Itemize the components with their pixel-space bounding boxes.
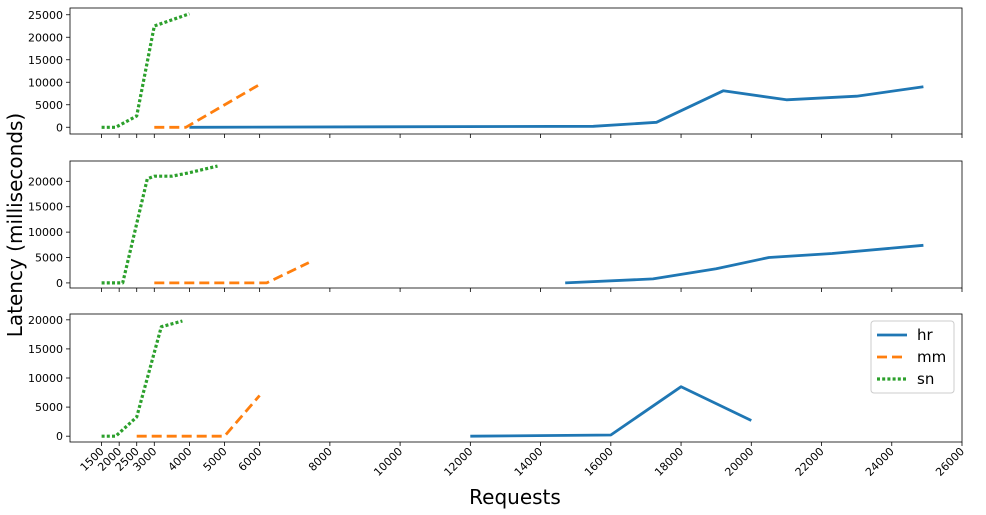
x-tick-label: 5000 [201, 445, 230, 474]
y-tick-label: 5000 [35, 99, 63, 112]
legend: hr mm sn [870, 320, 955, 394]
x-tick-label: 6000 [236, 445, 265, 474]
series-line-sn [101, 319, 183, 438]
x-axis-title: Requests [469, 485, 561, 509]
legend-label-hr: hr [917, 326, 934, 344]
y-tick-label: 10000 [28, 226, 63, 239]
x-tick-label: 8000 [306, 445, 335, 474]
series-line-mm [154, 261, 310, 285]
panel-frame [69, 7, 963, 135]
y-tick-label: 15000 [28, 201, 63, 214]
y-tick-label: 15000 [28, 343, 63, 356]
series-line-hr [565, 243, 924, 285]
x-tick-label: 24000 [863, 445, 897, 479]
y-tick-label: 5000 [35, 252, 63, 265]
y-axis-title: Latency (milliseconds) [3, 113, 27, 337]
panel-frame [69, 160, 963, 289]
y-tick-label: 20000 [28, 314, 63, 327]
legend-label-sn: sn [917, 370, 934, 388]
series-line-sn [101, 164, 218, 285]
panel-1: 0 5000 10000 15000 20000 25000 [28, 7, 963, 138]
legend-frame [870, 320, 955, 394]
x-tick-label: 4000 [166, 445, 195, 474]
y-tick-label: 0 [56, 430, 63, 443]
x-tick-label: 18000 [652, 445, 686, 479]
x-tick-label: 16000 [582, 445, 616, 479]
y-tick-label: 20000 [28, 175, 63, 188]
y-tick-label: 0 [56, 121, 63, 134]
series-line-sn [101, 12, 190, 129]
series-line-mm [136, 394, 261, 438]
series-line-hr [470, 385, 752, 438]
x-tick-label: 26000 [933, 445, 967, 479]
panel-3: 0 5000 10000 15000 20000 [28, 313, 963, 446]
legend-label-mm: mm [917, 348, 946, 366]
y-tick-label: 20000 [28, 31, 63, 44]
x-tick-label: 20000 [722, 445, 756, 479]
y-tick-label: 0 [56, 277, 63, 290]
x-tick-label: 14000 [512, 445, 546, 479]
x-tick-label: 10000 [371, 445, 405, 479]
y-tick-label: 5000 [35, 401, 63, 414]
panel-2: 0 5000 10000 15000 20000 [28, 160, 963, 292]
y-tick-label: 15000 [28, 54, 63, 67]
y-tick-label: 25000 [28, 9, 63, 22]
series-line-mm [154, 83, 261, 129]
x-tick-label: 22000 [793, 445, 827, 479]
y-tick-label: 10000 [28, 372, 63, 385]
panel-frame [69, 313, 963, 443]
x-tick-label: 12000 [442, 445, 476, 479]
y-tick-label: 10000 [28, 76, 63, 89]
series-line-hr [189, 85, 924, 129]
